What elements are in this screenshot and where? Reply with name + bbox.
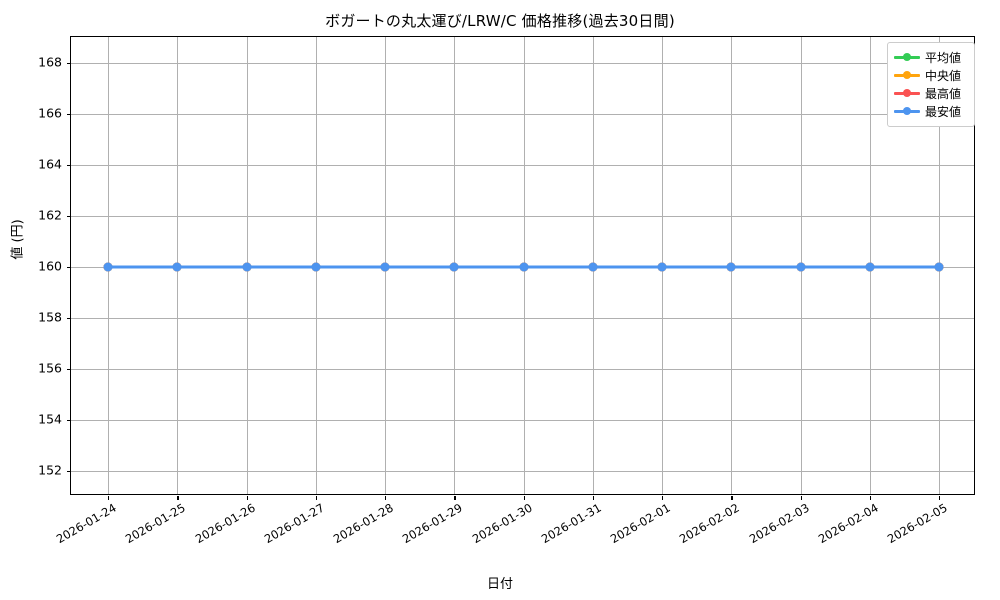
x-tick-label: 2026-02-05 [884,500,950,547]
series-data-point [657,262,667,271]
chart-title: ボガートの丸太運び/LRW/C 価格推移(過去30日間) [325,12,675,30]
y-tick-label: 168 [38,54,62,69]
legend-marker-icon [894,69,920,81]
legend-item-label: 平均値 [925,50,962,65]
x-tick-label: 2026-02-02 [677,500,742,547]
x-tick-label: 2026-02-03 [746,500,812,547]
x-tick [662,496,664,500]
plot-area [67,36,975,500]
series-line-segment [869,265,939,268]
legend-marker-icon [894,51,920,63]
series-data-point [588,262,598,271]
gridline-horizontal [71,215,974,217]
series-line-segment [177,265,247,268]
legend-item-label: 中央値 [925,68,962,83]
gridline-horizontal [71,62,974,64]
legend-item-4[interactable]: 最安値 [894,102,968,120]
x-tick-label: 2026-01-24 [53,500,119,547]
x-tick-label: 2026-01-26 [192,500,258,547]
series-line-segment [592,265,662,268]
series-data-point [242,262,251,271]
y-tick-label: 160 [38,258,62,273]
series-data-point [865,262,875,271]
y-tick [67,368,71,370]
y-tick [67,62,71,64]
y-tick-label: 154 [38,411,62,426]
series-line-segment [731,265,801,268]
x-tick-label: 2026-01-25 [123,500,188,547]
y-tick-label: 156 [38,360,62,375]
series-data-point [311,262,321,271]
x-tick [246,496,248,500]
gridline-horizontal [71,419,974,421]
gridline-horizontal [71,164,974,166]
series-data-point [726,262,736,271]
series-line-segment [523,265,593,268]
series-data-point [519,262,528,271]
x-axis-title: 日付 [486,577,513,592]
series-data-point [796,262,805,271]
x-tick [177,496,179,500]
y-tick-label: 158 [38,309,62,324]
series-data-point [449,262,459,271]
x-tick [731,496,733,500]
series-data-point [103,262,113,271]
y-tick [67,215,71,217]
legend-item-3[interactable]: 最高値 [894,84,968,102]
x-tick [592,496,595,500]
series-line-segment [246,265,316,268]
y-tick [67,164,71,166]
y-tick-label: 164 [38,156,62,171]
y-tick [67,419,71,421]
series-data-point [380,262,390,271]
chart-legend[interactable]: 平均値中央値最高値最安値 [887,42,975,127]
legend-marker-icon [894,87,920,99]
legend-item-2[interactable]: 中央値 [894,66,968,84]
y-axis-title: 値 (円) [10,219,26,260]
series-line-segment [662,265,732,268]
series-line-segment [108,265,178,268]
series-line-segment [800,265,870,268]
y-tick [67,470,71,472]
x-tick-label: 2026-01-30 [469,500,535,547]
series-line-segment [315,265,385,268]
series-data-point [934,262,944,271]
x-axis-tick-labels: 2026-01-24 2026-01-25 2026-01-26 2026-01-27… [54,495,975,575]
series-line-segment [385,265,455,268]
series-data-point [172,262,182,271]
gridline-horizontal [71,368,974,370]
y-tick-label: 162 [38,207,62,222]
x-tick-label: 2026-01-27 [261,500,327,547]
gridline-horizontal [71,470,974,472]
y-tick [67,113,71,115]
legend-item-label: 最高値 [925,86,962,101]
series-4 [71,37,974,494]
x-tick [454,496,456,500]
series-line-segment [454,265,524,268]
gridline-horizontal [71,317,974,319]
legend-item-label: 最安値 [925,104,962,119]
x-tick [523,496,525,500]
gridline-horizontal [71,113,974,115]
y-tick-label: 152 [38,462,62,477]
x-tick-label: 2026-02-04 [815,500,881,547]
x-tick [939,496,941,500]
x-tick-label: 2026-01-28 [330,500,396,547]
x-tick-label: 2026-02-01 [607,500,673,547]
y-tick [67,317,71,319]
y-tick [67,266,71,268]
x-tick-label: 2026-01-29 [400,500,465,547]
x-tick [869,496,872,500]
x-tick [108,496,110,500]
x-tick-label: 2026-01-31 [538,500,604,547]
y-tick-label: 166 [38,105,62,120]
y-axis-tick-labels: 152 154 156 158 160 162 164 166 168 [0,36,62,495]
x-tick [315,496,318,500]
legend-marker-icon [894,105,920,117]
x-tick [800,496,802,500]
legend-item-1[interactable]: 平均値 [894,48,968,66]
x-tick [385,496,387,500]
